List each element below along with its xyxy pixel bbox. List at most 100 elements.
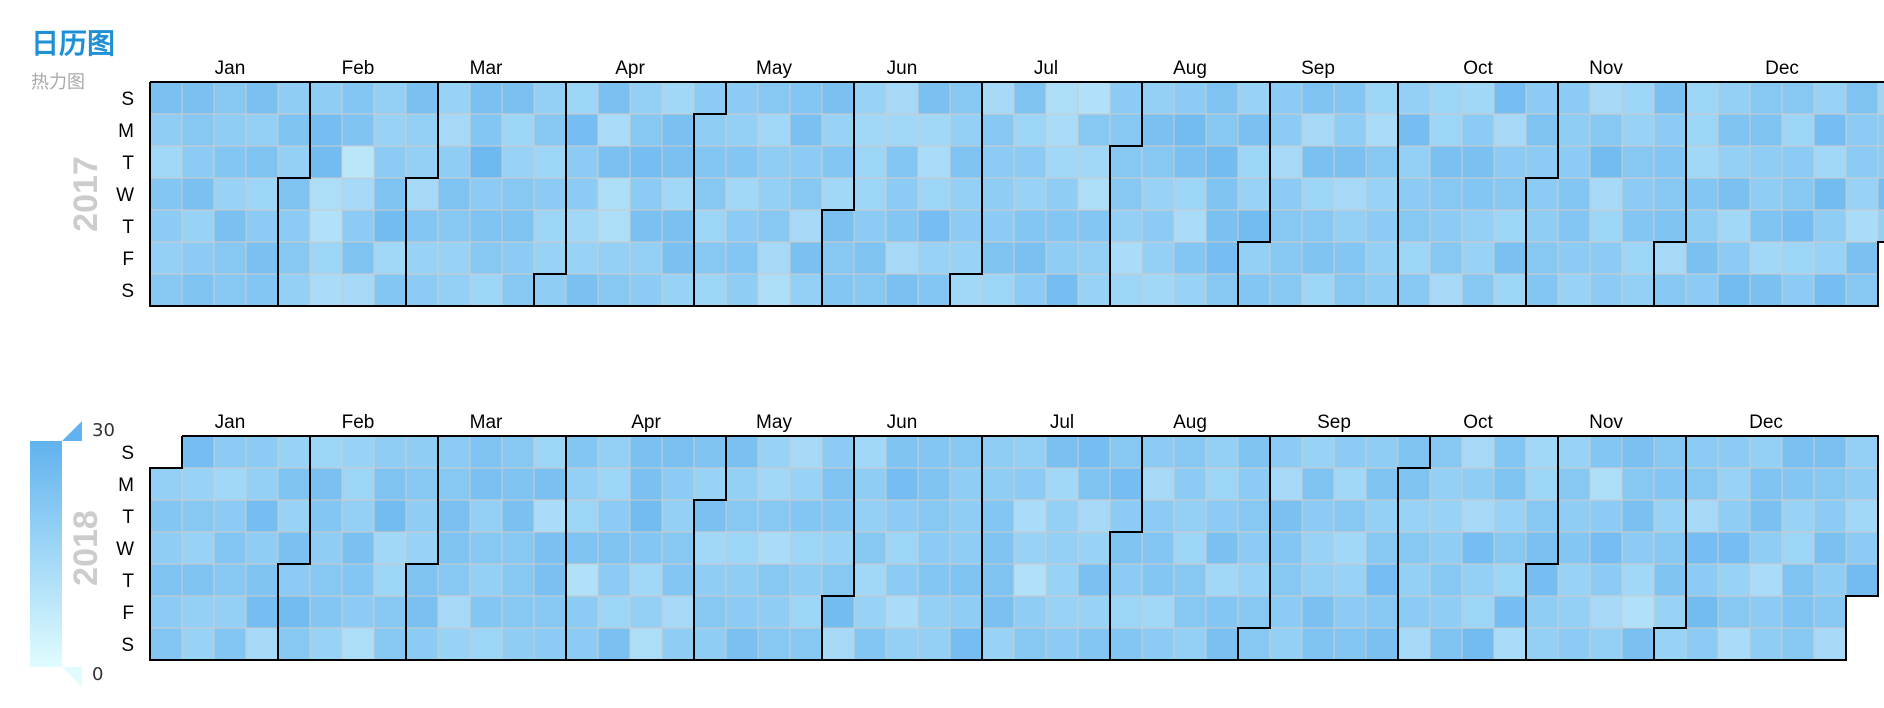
heatmap-cell[interactable] <box>1141 273 1175 307</box>
heatmap-cell[interactable] <box>437 563 471 597</box>
heatmap-cell[interactable] <box>533 113 567 147</box>
heatmap-cell[interactable] <box>1429 499 1463 533</box>
heatmap-cell[interactable] <box>917 627 951 661</box>
heatmap-cell[interactable] <box>277 499 311 533</box>
heatmap-cell[interactable] <box>1525 627 1559 661</box>
heatmap-cell[interactable] <box>1109 531 1143 565</box>
heatmap-cell[interactable] <box>565 81 599 115</box>
heatmap-cell[interactable] <box>245 595 279 629</box>
heatmap-cell[interactable] <box>757 531 791 565</box>
heatmap-cell[interactable] <box>1845 563 1879 597</box>
heatmap-cell[interactable] <box>1013 435 1047 469</box>
heatmap-cell[interactable] <box>469 499 503 533</box>
heatmap-cell[interactable] <box>1237 531 1271 565</box>
heatmap-cell[interactable] <box>149 209 183 243</box>
heatmap-cell[interactable] <box>1077 209 1111 243</box>
heatmap-cell[interactable] <box>1717 467 1751 501</box>
heatmap-cell[interactable] <box>725 241 759 275</box>
heatmap-cell[interactable] <box>469 273 503 307</box>
heatmap-cell[interactable] <box>757 595 791 629</box>
heatmap-cell[interactable] <box>821 273 855 307</box>
heatmap-cell[interactable] <box>309 627 343 661</box>
heatmap-cell[interactable] <box>1557 499 1591 533</box>
heatmap-cell[interactable] <box>373 241 407 275</box>
heatmap-cell[interactable] <box>1621 467 1655 501</box>
heatmap-cell[interactable] <box>1813 209 1847 243</box>
heatmap-cell[interactable] <box>405 273 439 307</box>
heatmap-cell[interactable] <box>501 145 535 179</box>
heatmap-cell[interactable] <box>949 81 983 115</box>
heatmap-cell[interactable] <box>1877 145 1884 179</box>
heatmap-cell[interactable] <box>1589 273 1623 307</box>
heatmap-cell[interactable] <box>405 145 439 179</box>
heatmap-cell[interactable] <box>661 563 695 597</box>
heatmap-cell[interactable] <box>565 113 599 147</box>
heatmap-cell[interactable] <box>245 467 279 501</box>
heatmap-cell[interactable] <box>1301 563 1335 597</box>
heatmap-cell[interactable] <box>501 273 535 307</box>
heatmap-cell[interactable] <box>565 467 599 501</box>
heatmap-cell[interactable] <box>1013 467 1047 501</box>
heatmap-cell[interactable] <box>1749 113 1783 147</box>
heatmap-cell[interactable] <box>1173 209 1207 243</box>
heatmap-cell[interactable] <box>1493 209 1527 243</box>
heatmap-cell[interactable] <box>277 81 311 115</box>
heatmap-cell[interactable] <box>1781 209 1815 243</box>
heatmap-cell[interactable] <box>885 273 919 307</box>
heatmap-cell[interactable] <box>405 627 439 661</box>
heatmap-cell[interactable] <box>1749 499 1783 533</box>
heatmap-cell[interactable] <box>1461 241 1495 275</box>
heatmap-cell[interactable] <box>661 241 695 275</box>
heatmap-cell[interactable] <box>1109 241 1143 275</box>
heatmap-cell[interactable] <box>1109 81 1143 115</box>
heatmap-cell[interactable] <box>981 273 1015 307</box>
heatmap-cell[interactable] <box>1237 81 1271 115</box>
visual-map-max-handle[interactable] <box>62 421 82 441</box>
heatmap-cell[interactable] <box>341 241 375 275</box>
heatmap-cell[interactable] <box>309 209 343 243</box>
heatmap-cell[interactable] <box>1717 531 1751 565</box>
heatmap-cell[interactable] <box>277 563 311 597</box>
heatmap-cell[interactable] <box>373 563 407 597</box>
heatmap-cell[interactable] <box>1877 113 1884 147</box>
heatmap-cell[interactable] <box>1653 113 1687 147</box>
heatmap-cell[interactable] <box>533 595 567 629</box>
heatmap-cell[interactable] <box>213 241 247 275</box>
heatmap-cell[interactable] <box>1589 499 1623 533</box>
heatmap-cell[interactable] <box>1045 563 1079 597</box>
heatmap-cell[interactable] <box>789 435 823 469</box>
heatmap-cell[interactable] <box>309 273 343 307</box>
heatmap-cell[interactable] <box>949 177 983 211</box>
heatmap-cell[interactable] <box>597 467 631 501</box>
heatmap-cell[interactable] <box>1653 627 1687 661</box>
heatmap-cell[interactable] <box>917 81 951 115</box>
heatmap-cell[interactable] <box>757 177 791 211</box>
heatmap-cell[interactable] <box>789 177 823 211</box>
heatmap-cell[interactable] <box>181 113 215 147</box>
heatmap-cell[interactable] <box>885 81 919 115</box>
heatmap-cell[interactable] <box>757 273 791 307</box>
heatmap-cell[interactable] <box>437 241 471 275</box>
heatmap-cell[interactable] <box>1269 435 1303 469</box>
heatmap-cell[interactable] <box>1397 177 1431 211</box>
heatmap-cell[interactable] <box>1397 209 1431 243</box>
heatmap-cell[interactable] <box>1461 499 1495 533</box>
heatmap-cell[interactable] <box>1141 241 1175 275</box>
heatmap-cell[interactable] <box>1461 531 1495 565</box>
heatmap-cell[interactable] <box>1205 499 1239 533</box>
heatmap-cell[interactable] <box>1013 627 1047 661</box>
heatmap-cell[interactable] <box>853 627 887 661</box>
heatmap-cell[interactable] <box>1013 177 1047 211</box>
heatmap-cell[interactable] <box>501 531 535 565</box>
heatmap-cell[interactable] <box>1429 177 1463 211</box>
heatmap-cell[interactable] <box>405 531 439 565</box>
heatmap-cell[interactable] <box>757 209 791 243</box>
heatmap-cell[interactable] <box>885 595 919 629</box>
heatmap-cell[interactable] <box>1685 627 1719 661</box>
heatmap-cell[interactable] <box>1141 81 1175 115</box>
heatmap-cell[interactable] <box>1333 435 1367 469</box>
heatmap-cell[interactable] <box>1045 145 1079 179</box>
heatmap-cell[interactable] <box>1525 273 1559 307</box>
heatmap-cell[interactable] <box>1653 467 1687 501</box>
heatmap-cell[interactable] <box>533 145 567 179</box>
